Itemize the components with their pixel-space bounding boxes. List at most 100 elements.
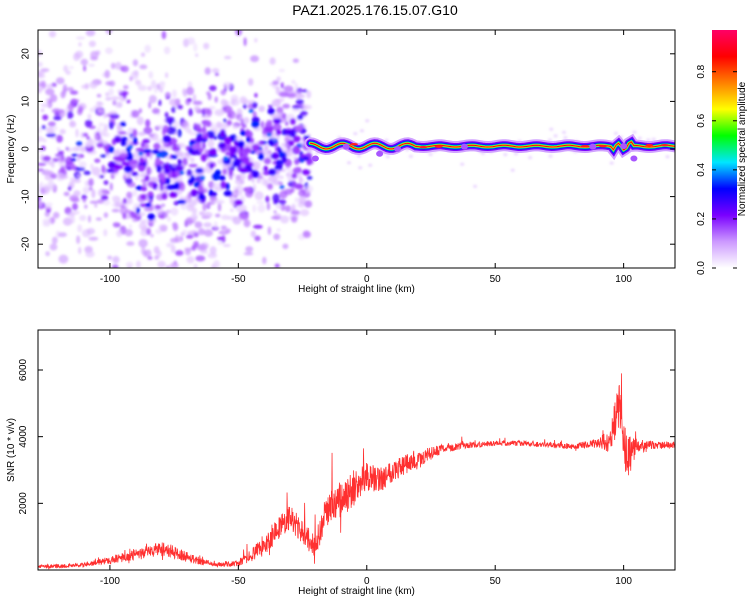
y-tick-label: 4000 — [18, 425, 29, 448]
carrier-peak — [349, 143, 358, 146]
spectrogram-blob — [275, 204, 283, 209]
spectrogram-blob — [143, 250, 148, 258]
spectrogram-blob — [306, 176, 313, 180]
spectrogram-blob — [102, 199, 111, 206]
spectrogram-blob — [553, 134, 558, 138]
spectrogram-blob — [71, 99, 80, 103]
spectrogram-blob — [156, 138, 163, 144]
colorbar-tick-label: 0.4 — [696, 162, 707, 176]
spectrogram-blob — [242, 159, 249, 165]
spectrogram-blob — [177, 199, 187, 205]
spectrogram-blob — [77, 224, 83, 233]
spectrogram-blob — [145, 202, 152, 208]
spectrogram-blob — [280, 142, 290, 148]
carrier-band — [309, 141, 675, 151]
spectrogram-blob — [125, 261, 134, 268]
spectrogram-blob — [198, 194, 206, 201]
spectrogram-blob — [67, 212, 76, 217]
spectrogram-blob — [50, 173, 58, 179]
spectrogram-blob — [182, 157, 188, 166]
carrier-peak — [419, 145, 428, 149]
spectrogram-blob — [52, 158, 59, 162]
x-tick-label: 50 — [490, 576, 502, 587]
spectrogram-blob — [289, 118, 296, 125]
spectrogram-blob — [218, 175, 226, 181]
spectrogram-blob — [235, 207, 243, 213]
spectrogram-blob — [120, 204, 126, 209]
spectrogram-blob — [223, 118, 227, 123]
spectrogram-blob — [190, 189, 198, 197]
spectrogram-blob — [162, 135, 172, 143]
spectrogram-blob — [117, 131, 127, 135]
spectrogram-blob — [55, 77, 65, 85]
spectrogram-blob — [82, 186, 90, 194]
spectrogram-blob — [186, 203, 194, 212]
spectrogram-blob — [213, 221, 218, 230]
spectrogram-blob — [252, 183, 257, 192]
spectrogram-blob — [223, 105, 233, 114]
y-axis-label: SNR (10 * v/v) — [6, 418, 17, 482]
spectrogram-blob — [292, 135, 301, 143]
spectrogram-blob — [646, 138, 651, 142]
spectrogram-blob — [266, 132, 272, 137]
spectrogram-blob — [279, 175, 284, 180]
spectrogram-blob — [168, 191, 178, 198]
spectrogram-blob — [103, 229, 108, 237]
spectrogram-blob — [221, 235, 226, 244]
spectrogram-blob — [96, 142, 105, 148]
spectrogram-blob — [199, 249, 208, 254]
spectrogram-blob — [101, 189, 110, 194]
spectrogram-blob — [100, 154, 107, 158]
spectrogram-blob — [294, 125, 303, 132]
spectrogram-blob — [111, 195, 119, 202]
spectrogram-blob — [108, 120, 114, 130]
spectrogram-blob — [294, 82, 299, 91]
spectrogram-blob — [245, 128, 250, 136]
spectrogram-blob — [203, 42, 210, 50]
spectrogram-blob — [209, 246, 217, 255]
spectrogram-blob — [88, 186, 93, 191]
spectrogram-blob — [213, 260, 220, 268]
spectrogram-blob — [254, 93, 258, 98]
spectrogram-blob — [194, 221, 203, 229]
spectrogram-blob — [184, 247, 193, 252]
spectrogram-blob — [212, 182, 219, 190]
spectrogram-blob — [268, 150, 272, 157]
spectrogram-blob — [158, 224, 168, 231]
spectrogram-blob — [111, 208, 120, 213]
spectrogram-blob — [297, 114, 304, 120]
spectrogram-blob — [182, 229, 188, 235]
spectrogram-blob — [223, 156, 229, 161]
spectrogram-blob — [80, 58, 89, 66]
spectrogram-blob — [109, 113, 120, 120]
snr-plot — [38, 373, 675, 570]
spectrogram-blob — [197, 184, 204, 193]
spectrogram-blob — [548, 154, 553, 158]
spectrogram-blob — [177, 158, 182, 166]
spectrogram-blob — [141, 187, 147, 192]
spectrogram-blob — [298, 195, 306, 205]
spectrogram-blob — [291, 216, 298, 223]
spectrogram-blob — [199, 244, 208, 251]
x-axis-label: Height of straight line (km) — [298, 284, 415, 295]
spectrogram-blob — [264, 145, 269, 151]
spectrogram-blob — [161, 30, 167, 40]
spectrogram-blob — [88, 63, 95, 67]
spectrogram-blob — [79, 215, 87, 221]
spectrogram-blob — [89, 200, 99, 204]
spectrogram-blob — [272, 179, 282, 186]
y-tick-label: -10 — [21, 189, 32, 204]
spectrogram-blob — [228, 169, 233, 177]
spectrogram-blob — [58, 160, 65, 167]
spectrogram-blob — [98, 122, 105, 127]
spectrogram-blob — [192, 100, 203, 105]
spectrogram-blob — [158, 81, 165, 90]
spectrogram-blob — [47, 121, 56, 127]
y-tick-label: -20 — [21, 237, 32, 252]
spectrogram-blob — [38, 49, 43, 57]
spectrogram-blob — [123, 197, 127, 204]
spectrogram-blob — [126, 191, 133, 199]
x-tick-label: 50 — [490, 274, 502, 285]
spectrogram-blob — [220, 225, 227, 230]
spectrogram-blob — [186, 86, 195, 96]
